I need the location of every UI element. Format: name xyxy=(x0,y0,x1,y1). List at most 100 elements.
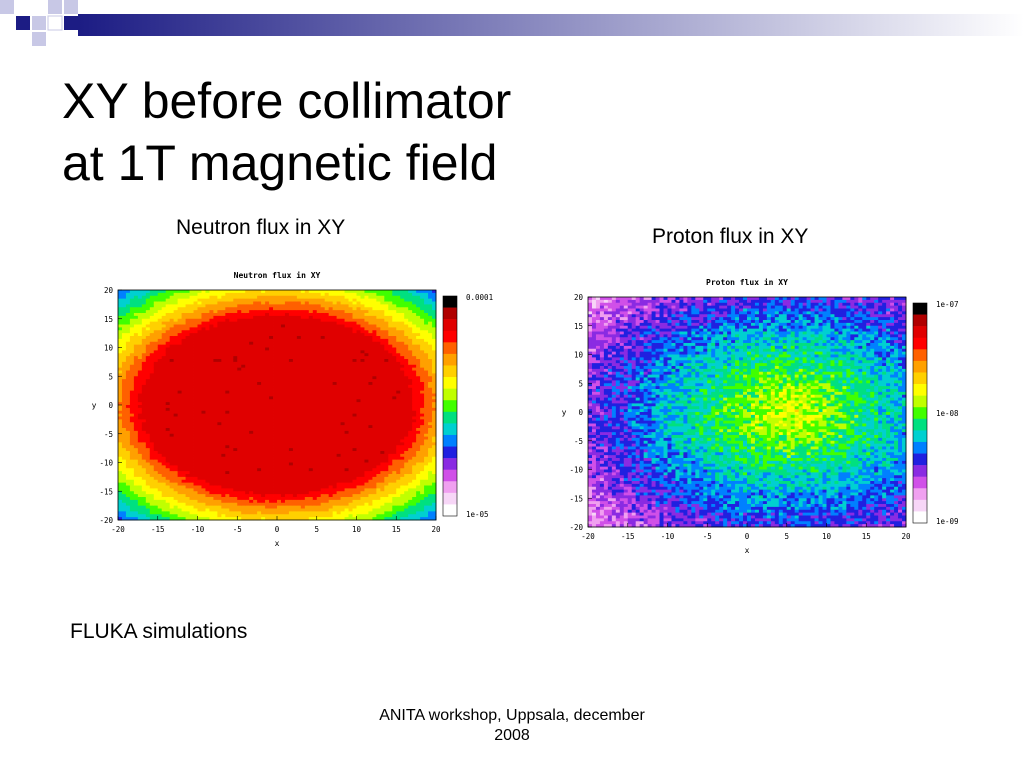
heatmap-cell xyxy=(185,301,190,305)
heatmap-cell xyxy=(328,508,334,512)
heatmap-cell xyxy=(257,318,262,323)
heatmap-cell xyxy=(233,482,238,486)
heatmap-cell xyxy=(284,465,290,469)
heatmap-cell xyxy=(177,445,183,449)
heatmap-cell xyxy=(177,407,183,412)
heatmap-cell xyxy=(308,422,314,426)
heatmap-cell xyxy=(169,318,175,323)
heatmap-cell xyxy=(237,382,242,386)
heatmap-cell xyxy=(221,462,226,466)
heatmap-cell xyxy=(129,416,135,420)
heatmap-cell xyxy=(181,416,186,420)
heatmap-cell xyxy=(153,327,159,331)
heatmap-cell xyxy=(169,307,175,311)
heatmap-cell xyxy=(225,384,230,389)
heatmap-cell xyxy=(233,453,238,458)
heatmap-cell xyxy=(364,336,369,340)
heatmap-cell xyxy=(118,333,123,337)
heatmap-cell xyxy=(209,459,214,463)
heatmap-cell xyxy=(316,382,322,386)
heatmap-cell xyxy=(352,290,357,294)
heatmap-cell xyxy=(125,494,131,498)
heatmap-cell xyxy=(352,315,357,320)
heatmap-cell xyxy=(177,448,183,452)
heatmap-cell xyxy=(201,347,206,351)
heatmap-cell xyxy=(225,462,230,466)
heatmap-cell xyxy=(173,341,179,346)
heatmap-cell xyxy=(340,488,345,492)
heatmap-cell xyxy=(229,448,234,452)
heatmap-cell xyxy=(145,292,151,297)
heatmap-cell xyxy=(153,315,159,320)
heatmap-cell xyxy=(360,390,365,394)
heatmap-cell xyxy=(296,396,302,400)
heatmap-cell xyxy=(308,396,314,400)
heatmap-cell xyxy=(141,393,147,397)
heatmap-cell xyxy=(161,321,167,325)
heatmap-cell xyxy=(241,315,246,320)
heatmap-cell xyxy=(137,482,143,486)
heatmap-cell xyxy=(233,310,238,314)
heatmap-cell xyxy=(177,502,183,507)
heatmap-cell xyxy=(348,514,353,518)
heatmap-cell xyxy=(336,453,342,458)
heatmap-cell xyxy=(284,430,290,435)
corner-square xyxy=(16,16,30,30)
heatmap-cell xyxy=(360,482,365,486)
heatmap-cell xyxy=(189,390,194,394)
heatmap-cell xyxy=(193,327,198,331)
heatmap-cell xyxy=(197,382,202,386)
heatmap-cell xyxy=(273,456,278,461)
heatmap-cell xyxy=(336,413,342,417)
heatmap-cell xyxy=(340,384,345,389)
heatmap-cell xyxy=(169,491,175,495)
heatmap-cell xyxy=(121,321,127,325)
heatmap-cell xyxy=(153,448,159,452)
heatmap-cell xyxy=(169,338,175,343)
heatmap-cell xyxy=(304,382,310,386)
heatmap-cell xyxy=(201,474,206,478)
heatmap-cell xyxy=(356,419,361,423)
heatmap-cell xyxy=(165,428,171,432)
heatmap-cell xyxy=(352,292,357,297)
heatmap-cell xyxy=(118,373,123,377)
heatmap-cell xyxy=(257,445,262,449)
heatmap-cell xyxy=(153,292,159,297)
heatmap-cell xyxy=(137,488,143,492)
heatmap-cell xyxy=(221,298,226,302)
heatmap-cell xyxy=(332,330,338,334)
heatmap-cell xyxy=(165,436,171,440)
heatmap-cell xyxy=(225,295,230,300)
heatmap-cell xyxy=(304,511,310,515)
heatmap-cell xyxy=(177,361,183,366)
heatmap-cell xyxy=(328,474,334,478)
heatmap-cell xyxy=(197,511,202,515)
heatmap-cell xyxy=(165,471,171,475)
heatmap-cell xyxy=(189,451,194,455)
heatmap-cell xyxy=(308,425,314,429)
heatmap-cell xyxy=(265,313,270,317)
heatmap-cell xyxy=(249,474,254,478)
heatmap-cell xyxy=(118,456,123,461)
heatmap-cell xyxy=(125,318,131,323)
heatmap-cell xyxy=(133,379,139,383)
heatmap-cell xyxy=(328,517,334,521)
heatmap-cell xyxy=(356,313,361,317)
heatmap-cell xyxy=(292,333,298,337)
heatmap-cell xyxy=(125,364,131,369)
heatmap-cell xyxy=(360,387,365,392)
heatmap-cell xyxy=(137,448,143,452)
heatmap-cell xyxy=(173,502,179,507)
heatmap-cell xyxy=(189,359,194,363)
heatmap-cell xyxy=(352,330,357,334)
heatmap-cell xyxy=(177,347,183,351)
heatmap-cell xyxy=(340,387,345,392)
heatmap-cell xyxy=(157,373,163,377)
heatmap-cell xyxy=(129,482,135,486)
heatmap-cell xyxy=(304,344,310,348)
heatmap-cell xyxy=(189,508,194,512)
heatmap-cell xyxy=(173,416,179,420)
heatmap-cell xyxy=(141,373,147,377)
heatmap-cell xyxy=(320,290,326,294)
heatmap-cell xyxy=(308,330,314,334)
